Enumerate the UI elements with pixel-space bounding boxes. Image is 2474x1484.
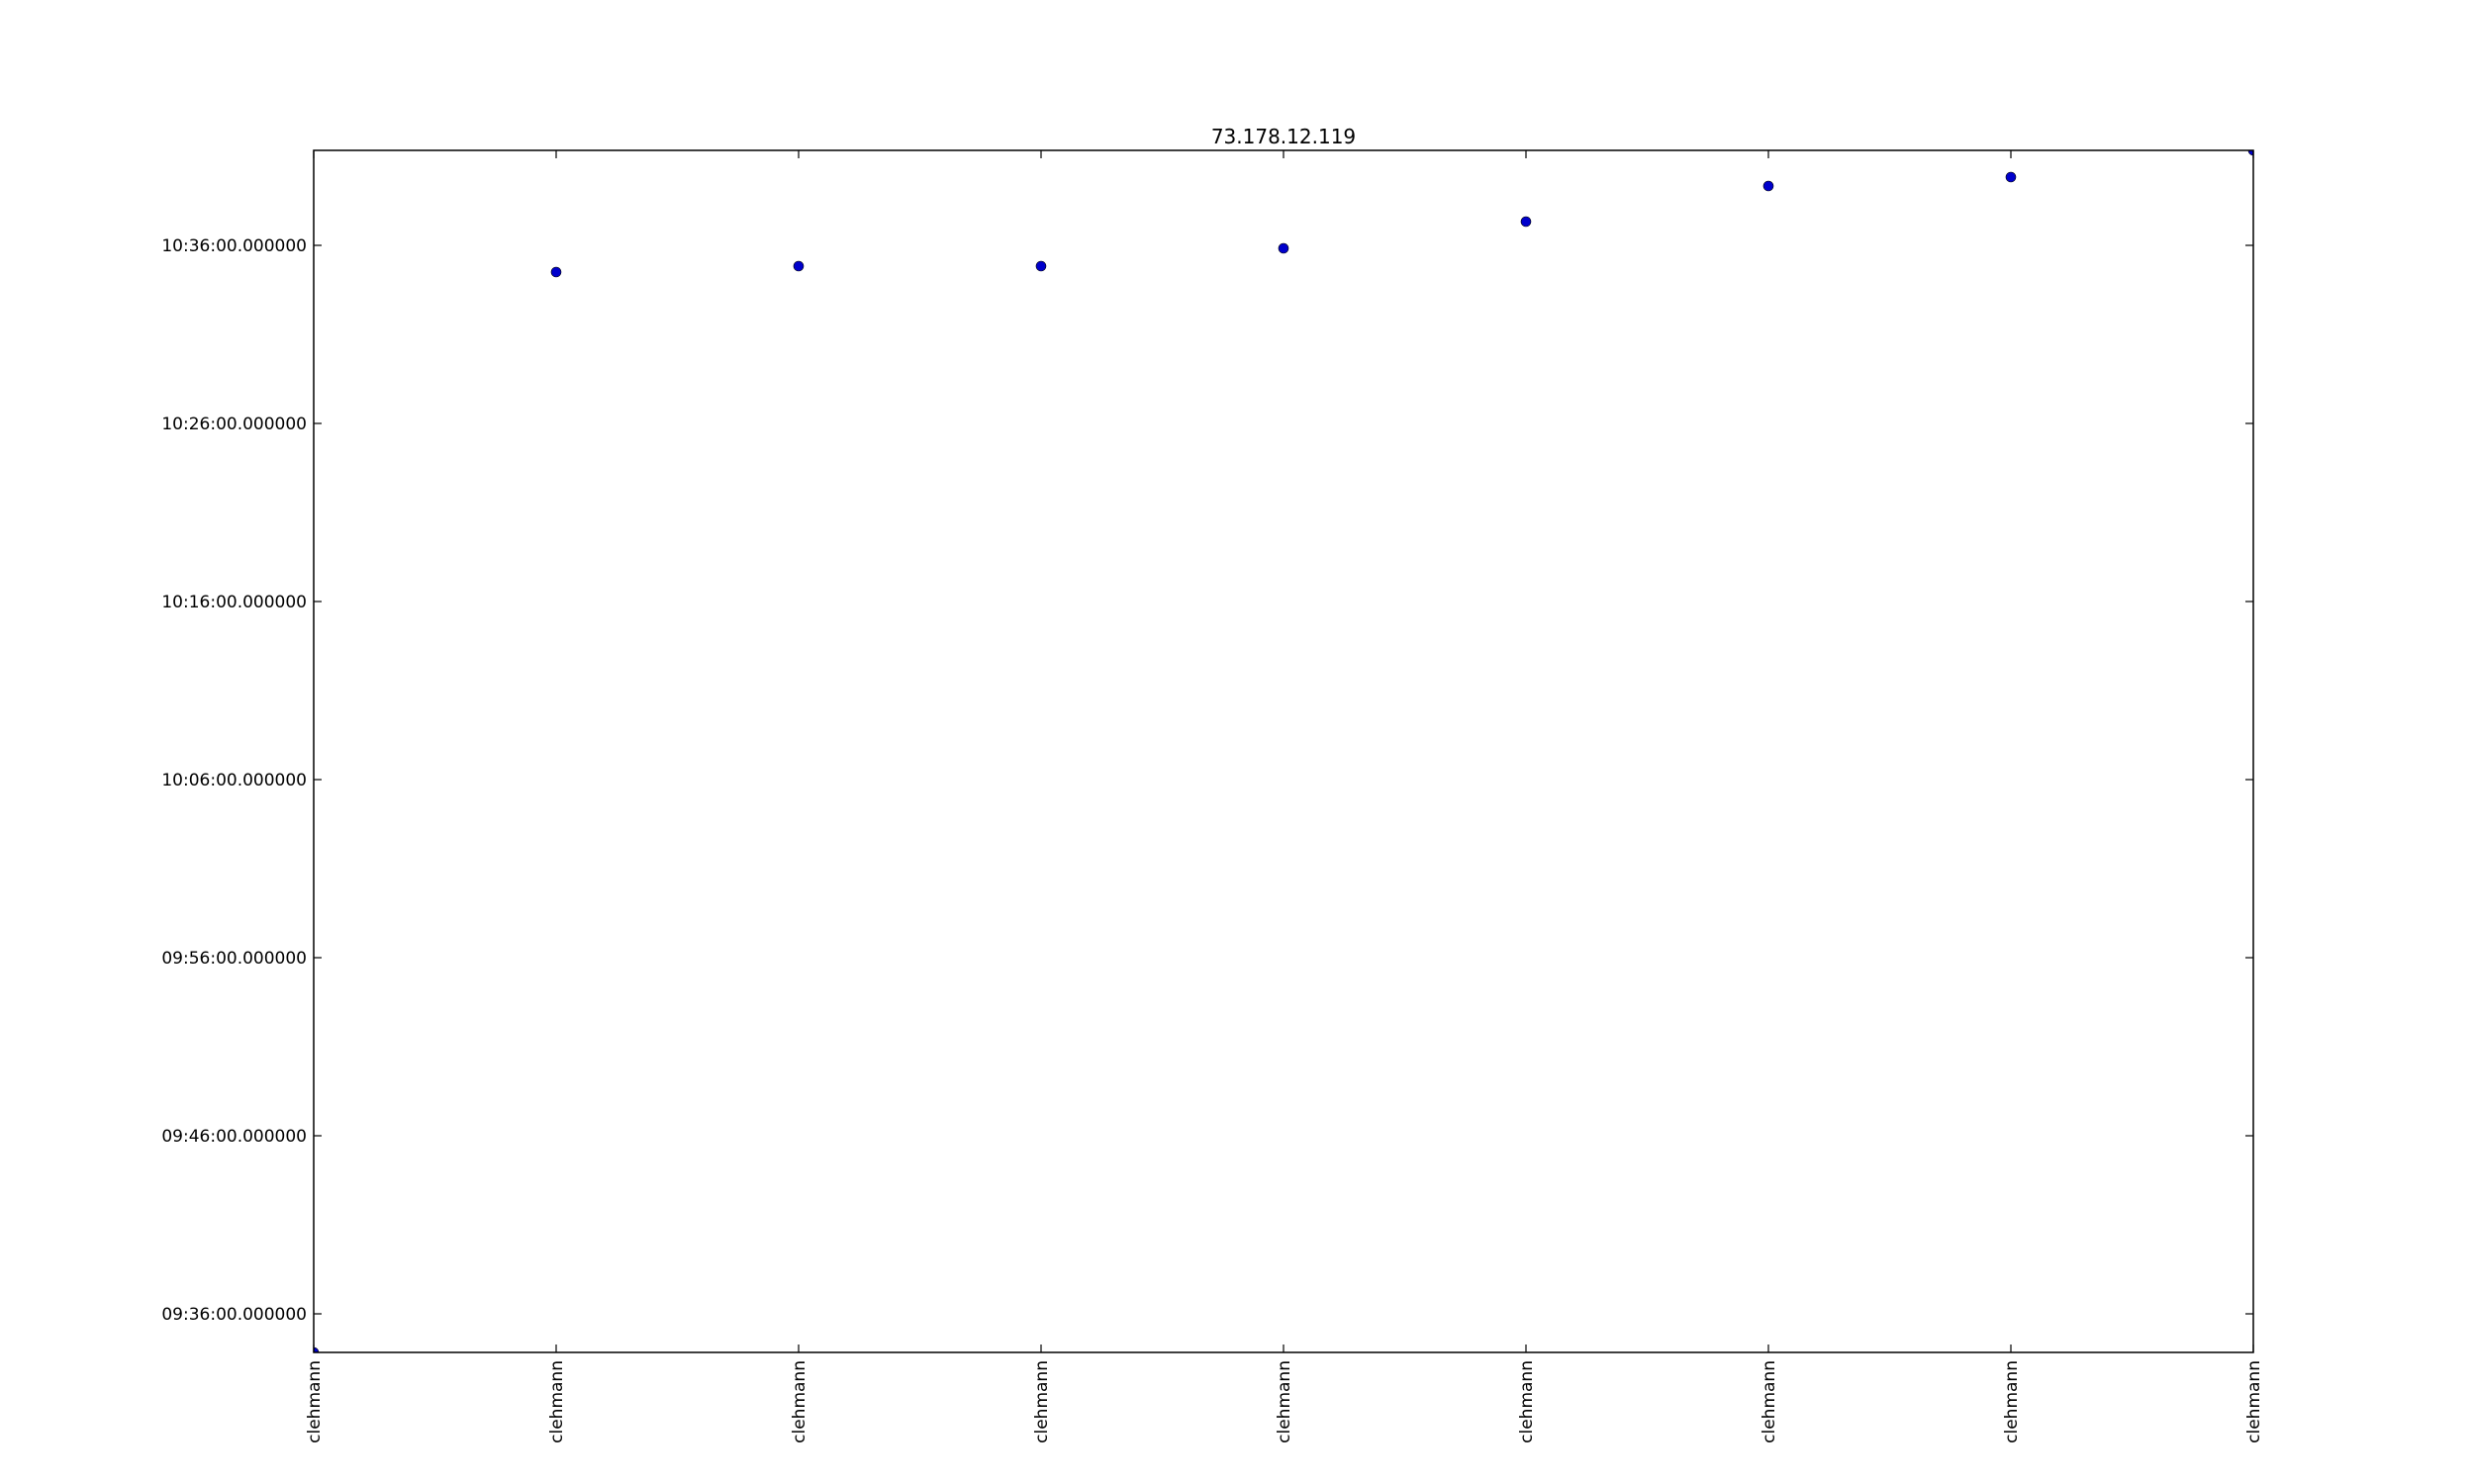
x-tick-label: clehmann (1032, 1360, 1052, 1443)
data-points-layer (314, 150, 2253, 1352)
x-tick-label: clehmann (547, 1360, 567, 1443)
y-tick-label: 09:36:00.000000 (161, 1305, 307, 1325)
x-tick-label: clehmann (2244, 1360, 2264, 1443)
y-tick-label: 10:06:00.000000 (161, 771, 307, 790)
data-point (1035, 260, 1047, 272)
y-tick-label: 09:56:00.000000 (161, 949, 307, 969)
y-tick-label: 10:36:00.000000 (161, 236, 307, 256)
data-point (2247, 150, 2253, 156)
data-point (793, 260, 805, 272)
data-point (1520, 216, 1532, 228)
ticks-layer (313, 150, 2254, 1352)
data-point (2005, 171, 2017, 183)
y-tick-label: 10:16:00.000000 (161, 593, 307, 612)
y-tick-label: 09:46:00.000000 (161, 1127, 307, 1147)
y-tick-label: 10:26:00.000000 (161, 415, 307, 434)
x-tick-label: clehmann (1275, 1360, 1294, 1443)
tick-labels-layer: 09:36:00.000000 09:46:00.000000 09:56:00.0… (161, 236, 2264, 1443)
plot-area-frame (313, 149, 2254, 1353)
data-point (1278, 242, 1289, 254)
x-tick-label: clehmann (2002, 1360, 2022, 1443)
x-tick-label: clehmann (790, 1360, 809, 1443)
x-tick-label: clehmann (1760, 1360, 1779, 1443)
chart-title: 73.178.12.119 (1211, 125, 1356, 148)
x-tick-label: clehmann (305, 1360, 325, 1443)
x-tick-label: clehmann (1517, 1360, 1537, 1443)
data-point (314, 1346, 320, 1352)
data-point (550, 266, 562, 278)
data-point (1762, 180, 1774, 192)
